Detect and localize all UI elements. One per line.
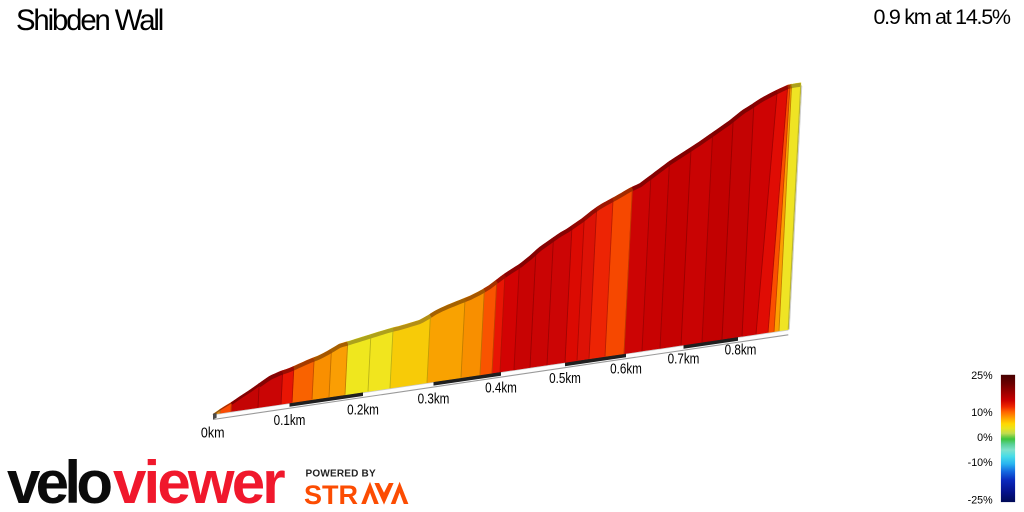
svg-text:0km: 0km [201, 426, 225, 442]
svg-text:25%: 25% [971, 370, 993, 382]
svg-text:POWERED BY: POWERED BY [306, 469, 376, 480]
svg-text:0.9 km at 14.5%: 0.9 km at 14.5% [874, 5, 1012, 29]
svg-text:10%: 10% [971, 407, 993, 419]
svg-text:0.4km: 0.4km [485, 381, 517, 397]
svg-text:0.8km: 0.8km [725, 343, 757, 359]
svg-text:0.1km: 0.1km [274, 413, 306, 429]
svg-text:0.3km: 0.3km [418, 392, 450, 408]
svg-text:0.2km: 0.2km [347, 403, 379, 419]
svg-text:0.6km: 0.6km [610, 361, 642, 377]
svg-text:STR: STR [304, 480, 358, 510]
svg-text:0.7km: 0.7km [668, 352, 700, 368]
svg-text:Shibden Wall: Shibden Wall [16, 4, 164, 37]
svg-text:0%: 0% [977, 432, 993, 444]
svg-text:0.5km: 0.5km [549, 371, 581, 387]
svg-text:-25%: -25% [968, 495, 993, 507]
svg-text:velo: velo [7, 449, 113, 512]
svg-text:viewer: viewer [113, 449, 286, 512]
svg-text:-10%: -10% [968, 457, 993, 469]
